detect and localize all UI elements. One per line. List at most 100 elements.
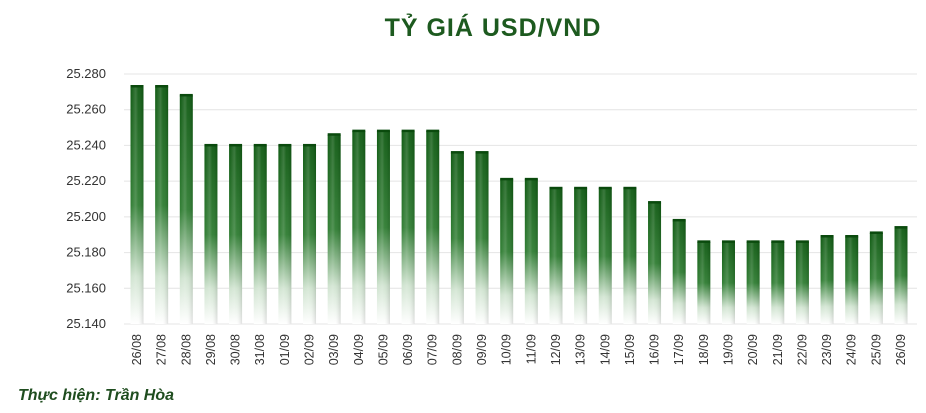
bar-cap (549, 186, 563, 190)
y-tick-label: 25.220 (66, 173, 106, 188)
bar (426, 129, 440, 324)
bar-highlight (229, 145, 243, 324)
bar (352, 129, 366, 324)
bar-cap (524, 177, 538, 181)
bar (204, 143, 218, 324)
bar-cap (229, 143, 243, 147)
bar (500, 177, 514, 324)
bar-cap (894, 226, 908, 229)
bar (574, 186, 588, 324)
y-axis-ticks: 25.140 25.160 25.180 25.200 25.220 25.240 25.2… (66, 66, 106, 331)
bar-highlight (179, 95, 193, 325)
bar-highlight (352, 131, 366, 324)
bar-highlight (746, 241, 760, 324)
bar-cap (253, 143, 267, 147)
bar-cap (795, 240, 809, 243)
x-tick-label: 05/09 (376, 334, 390, 365)
x-tick-label: 17/09 (672, 334, 686, 365)
x-tick-label: 22/09 (795, 334, 809, 365)
x-tick-label: 06/09 (401, 334, 415, 365)
bar (179, 93, 193, 325)
bar-highlight (672, 220, 686, 324)
bar (623, 186, 637, 324)
bar-highlight (450, 152, 464, 324)
bar (721, 240, 735, 324)
bar-cap (771, 240, 785, 243)
bar (598, 186, 612, 324)
bar (155, 85, 169, 324)
bar-highlight (204, 145, 218, 324)
bar (746, 240, 760, 324)
bar-cap (179, 93, 193, 97)
bar-cap (155, 85, 169, 88)
bar (376, 129, 390, 324)
x-tick-label: 10/09 (500, 334, 514, 365)
bar-highlight (869, 232, 883, 324)
x-tick-label: 02/09 (303, 334, 317, 365)
bar (820, 235, 834, 324)
x-tick-label: 15/09 (623, 334, 637, 365)
bar (697, 240, 711, 324)
bar-cap (376, 129, 390, 133)
bar-cap (746, 240, 760, 243)
x-axis-ticks: 26/08 27/08 28/08 29/08 30/08 31/08 01/09 02/09… (130, 334, 908, 365)
bar-highlight (721, 241, 735, 324)
bar (795, 240, 809, 324)
bar-highlight (894, 227, 908, 324)
bar (894, 226, 908, 324)
bar (303, 143, 317, 324)
bar (869, 231, 883, 324)
x-tick-label: 08/09 (450, 334, 464, 365)
y-tick-label: 25.240 (66, 137, 106, 152)
bar (771, 240, 785, 324)
bar-highlight (500, 179, 514, 324)
bar-cap (401, 129, 415, 133)
bar-cap (648, 201, 662, 204)
x-tick-label: 16/09 (648, 334, 662, 365)
bar (524, 177, 538, 324)
bar-cap (426, 129, 440, 133)
chart-title: TỶ GIÁ USD/VND (384, 14, 602, 42)
x-tick-label: 01/09 (278, 334, 292, 365)
bar-cap (721, 240, 735, 243)
x-tick-label: 25/09 (869, 334, 883, 365)
y-tick-label: 25.260 (66, 102, 106, 117)
x-tick-label: 12/09 (549, 334, 563, 365)
bars (130, 85, 908, 325)
bar-highlight (549, 188, 563, 324)
bar-highlight (623, 188, 637, 324)
bar-highlight (426, 131, 440, 324)
bar-highlight (376, 131, 390, 324)
x-tick-label: 27/08 (155, 334, 169, 365)
bar (278, 143, 292, 324)
bar-cap (327, 133, 341, 136)
x-tick-label: 18/09 (697, 334, 711, 365)
bar-cap (130, 85, 144, 88)
x-tick-label: 20/09 (746, 334, 760, 365)
x-tick-label: 14/09 (598, 334, 612, 365)
y-tick-label: 25.280 (66, 66, 106, 81)
bar-cap (204, 143, 218, 147)
x-tick-label: 28/08 (179, 334, 193, 365)
bar-cap (697, 240, 711, 243)
x-tick-label: 07/09 (426, 334, 440, 365)
bar-cap (820, 235, 834, 238)
x-tick-label: 30/08 (229, 334, 243, 365)
bar (253, 143, 267, 324)
bar-highlight (795, 241, 809, 324)
bar-highlight (327, 134, 341, 324)
x-tick-label: 13/09 (574, 334, 588, 365)
x-tick-label: 03/09 (327, 334, 341, 365)
x-tick-label: 29/08 (204, 334, 218, 365)
bar-cap (672, 218, 686, 222)
bar (130, 85, 144, 324)
bar-highlight (524, 179, 538, 324)
bar-highlight (845, 236, 859, 324)
bar-cap (352, 129, 366, 133)
x-tick-label: 11/09 (524, 334, 538, 364)
bar-highlight (303, 145, 317, 324)
bar-highlight (130, 86, 144, 324)
bar (450, 151, 464, 324)
bar (475, 151, 489, 324)
